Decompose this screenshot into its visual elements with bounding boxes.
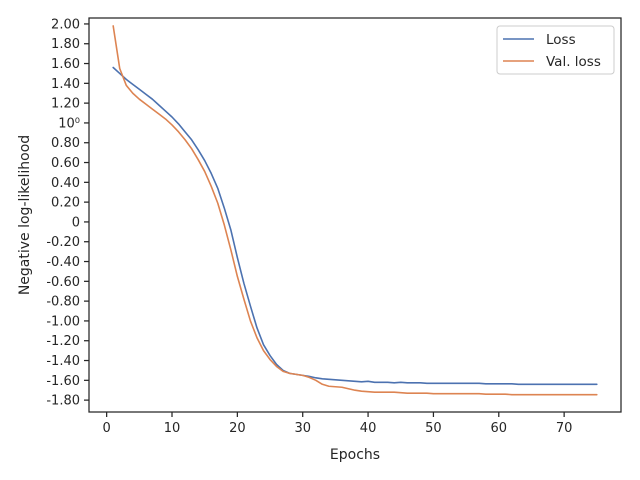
y-tick-label: -0.40 [46,255,80,270]
y-tick-label: 0 [72,215,80,230]
y-tick-label: 0.60 [51,156,80,171]
series-line-val-loss [112,25,598,396]
x-tick-label: 30 [294,421,311,436]
y-tick-label: -1.40 [46,354,80,369]
y-tick-label: 0.80 [51,136,80,151]
y-tick-label: 0.20 [51,196,80,211]
plot-frame [88,17,622,413]
y-tick-label: 1.60 [51,57,80,72]
y-tick-label: 1.80 [51,37,80,52]
series-line-loss [112,66,598,386]
x-tick-label: 70 [556,421,573,436]
y-tick-label: 10⁰ [58,116,80,131]
y-tick-label: -1.20 [46,334,80,349]
y-tick-label: 1.40 [51,77,80,92]
x-tick-label: 20 [229,421,246,436]
legend-label: Val. loss [546,54,601,70]
x-axis-label: Epochs [330,447,380,463]
y-tick-label: -0.80 [46,295,80,310]
y-tick-label: 1.20 [51,97,80,112]
y-axis: 2.00 1.80 1.60 1.40 1.20 10⁰ 0.80 0.60 0.40 0.20 0… [46,17,89,409]
y-tick-label: -0.20 [46,235,80,250]
x-tick-label: 40 [360,421,377,436]
y-tick-label: -0.60 [46,275,80,290]
y-tick-label: -1.00 [46,314,80,329]
series-layer [112,25,598,396]
legend-label: Loss [546,32,576,48]
y-tick-label: -1.60 [46,374,80,389]
y-tick-label: 2.00 [51,17,80,32]
y-tick-label: -1.80 [46,394,80,409]
y-axis-label: Negative log-likelihood [17,135,33,295]
legend: Loss Val. loss [496,25,615,75]
x-tick-label: 50 [425,421,442,436]
x-tick-label: 60 [491,421,508,436]
x-tick-label: 0 [103,421,111,436]
legend-box [496,25,615,75]
x-tick-label: 10 [164,421,181,436]
x-axis: 0 10 20 30 40 50 60 70 [103,412,573,436]
y-tick-label: 0.40 [51,176,80,191]
